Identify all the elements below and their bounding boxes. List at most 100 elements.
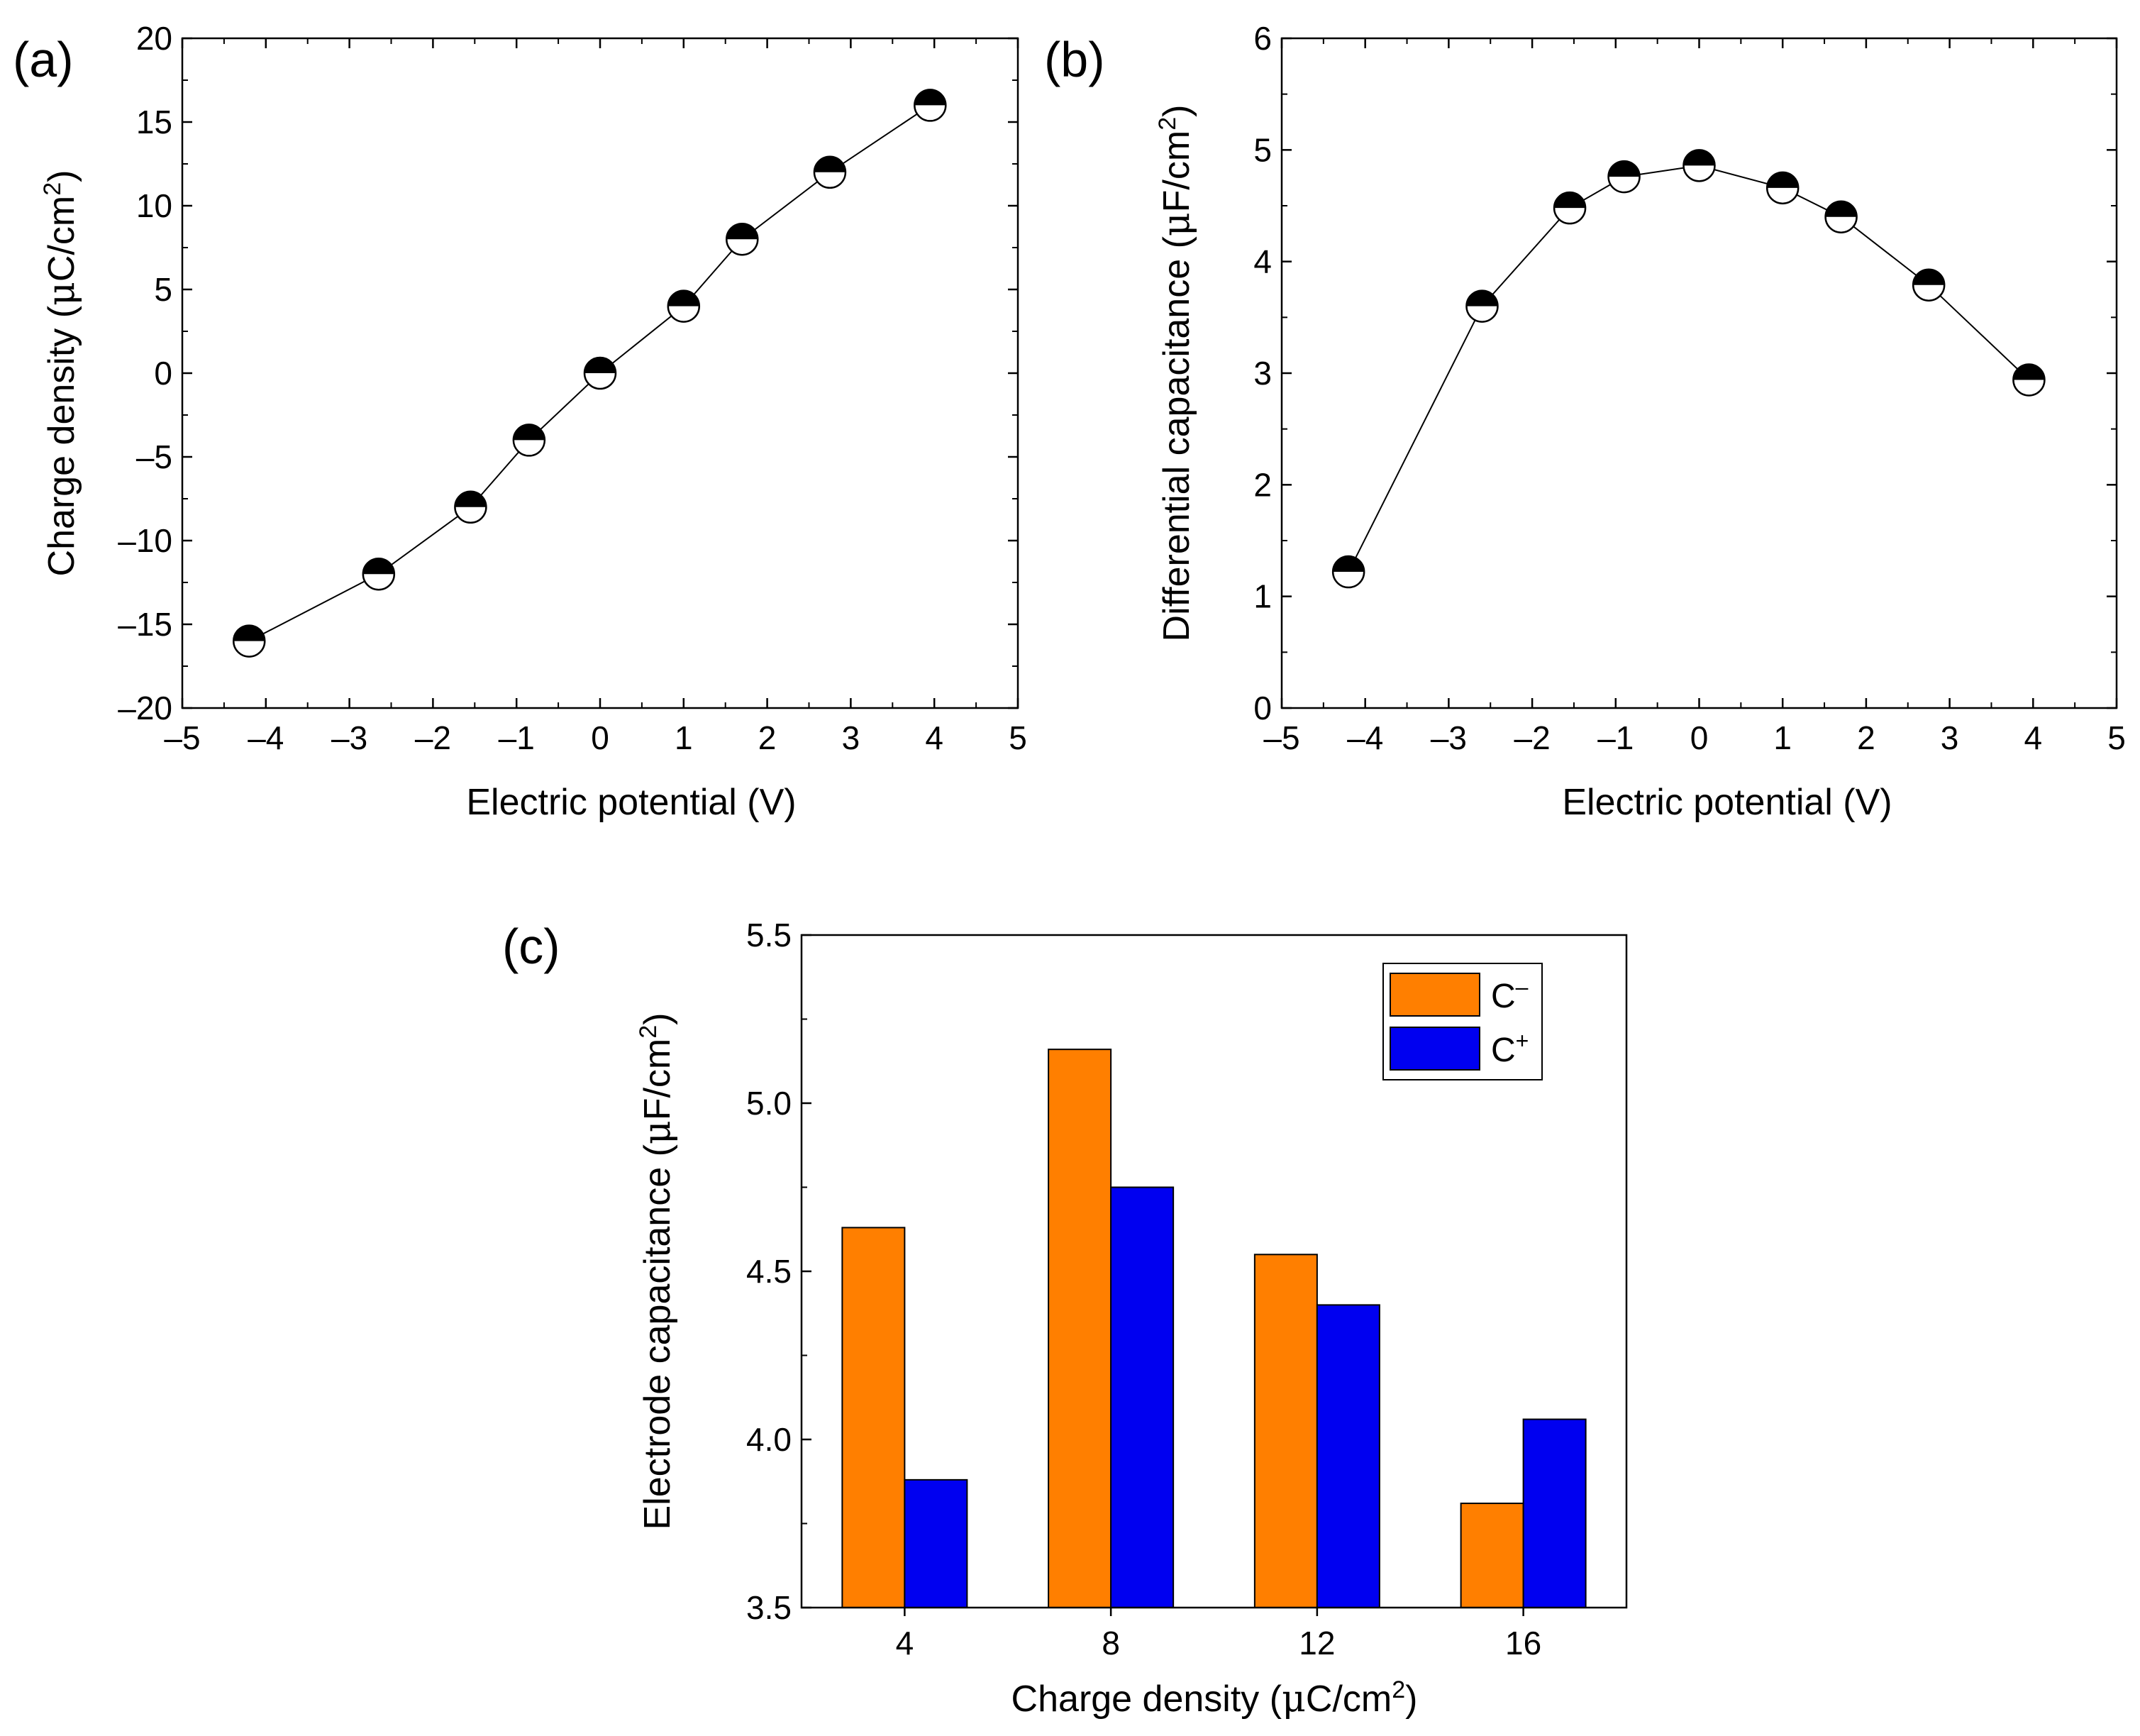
data-point-fill <box>914 89 946 106</box>
legend: C– C+ <box>1382 963 1543 1080</box>
y-tick-label: 5 <box>154 271 172 308</box>
panel-label-b: (b) <box>1044 32 1105 87</box>
data-point-fill <box>584 358 616 373</box>
x-tick-label: –4 <box>248 719 284 756</box>
data-point <box>1553 191 1587 225</box>
x-tick-label: 4 <box>2024 719 2043 756</box>
bar-c-plus-4 <box>904 1478 968 1608</box>
data-point-fill <box>513 424 545 441</box>
y-axis-title-c: Electrode capacitance (μF/cm2) <box>635 1013 679 1530</box>
data-point <box>232 624 266 658</box>
y-tick-label: 10 <box>136 187 172 224</box>
bar-c-minus-16 <box>1460 1503 1524 1609</box>
x-tick-label: –2 <box>415 719 451 756</box>
data-point <box>1465 289 1499 323</box>
y-tick-label: 3.5 <box>746 1589 792 1626</box>
x-tick-label: 2 <box>1857 719 1875 756</box>
y-tick-label: 5.0 <box>746 1085 792 1122</box>
data-point-fill <box>233 625 265 641</box>
x-tick-label: 5 <box>2107 719 2126 756</box>
y-tick-label: 4 <box>1253 243 1272 280</box>
data-point-fill <box>726 223 758 240</box>
legend-swatch-c-minus <box>1390 973 1480 1017</box>
bar-c-minus-8 <box>1048 1049 1112 1609</box>
x-tick-label: –2 <box>1514 719 1551 756</box>
data-point <box>362 557 396 591</box>
data-point-fill <box>1608 161 1640 177</box>
x-tick-label: 0 <box>1690 719 1709 756</box>
series-line <box>1348 165 2030 573</box>
y-tick-label: 3 <box>1253 355 1272 392</box>
data-point <box>512 424 546 457</box>
legend-label-c-minus: C– <box>1491 974 1529 1015</box>
data-point <box>1912 268 1946 302</box>
y-axis-title-a: Charge density (μC/cm2) <box>39 170 83 577</box>
bar-c-minus-12 <box>1253 1254 1318 1609</box>
x-tick-label: –1 <box>499 719 535 756</box>
y-tick-label: 5 <box>1253 131 1272 168</box>
x-axis-title-c: Charge density (μC/cm2) <box>1011 1676 1418 1720</box>
data-point <box>2012 363 2046 397</box>
data-point-fill <box>1554 192 1586 209</box>
y-tick-label: 4.5 <box>746 1253 792 1290</box>
y-tick-label: 20 <box>136 20 172 57</box>
legend-swatch-c-plus <box>1390 1027 1480 1071</box>
y-tick-label: 5.5 <box>746 917 792 953</box>
bar-c-plus-12 <box>1316 1304 1380 1609</box>
data-point-fill <box>1683 150 1715 166</box>
bar-c-plus-8 <box>1110 1186 1175 1608</box>
x-tick-label: –3 <box>1431 719 1467 756</box>
plot-frame-c <box>800 934 1628 1609</box>
data-point <box>1331 555 1365 589</box>
data-point-fill <box>814 156 846 172</box>
plot-frame-b <box>1280 37 2118 709</box>
y-tick-label: 0 <box>1253 690 1272 726</box>
data-point <box>726 222 759 256</box>
panel-label-c: (c) <box>502 919 560 974</box>
x-axis-title-a: Electric potential (V) <box>466 782 796 823</box>
data-point-fill <box>1767 172 1799 188</box>
x-tick-label: 16 <box>1505 1625 1541 1662</box>
data-point-fill <box>667 290 699 306</box>
x-tick-label: 3 <box>1941 719 1959 756</box>
x-tick-label: 1 <box>675 719 693 756</box>
data-point <box>454 490 487 524</box>
x-tick-label: 12 <box>1299 1625 1335 1662</box>
data-point <box>1682 149 1716 182</box>
x-tick-label: 1 <box>1773 719 1792 756</box>
y-tick-label: –15 <box>118 606 172 643</box>
x-tick-label: 5 <box>1009 719 1027 756</box>
y-tick-label: –5 <box>136 438 172 475</box>
x-tick-label: 4 <box>896 1625 914 1662</box>
x-tick-label: –4 <box>1347 719 1383 756</box>
data-point-fill <box>362 558 394 575</box>
y-axis-title-b: Differential capacitance (μF/cm2) <box>1154 105 1198 642</box>
x-tick-label: –3 <box>331 719 367 756</box>
panel-c-electrode-capacitance-bar-chart: (c) 3.5 4.0 4.5 5.0 5.5 4 8 12 16 Charge densit… <box>502 917 1628 1720</box>
data-point-fill <box>2013 364 2045 380</box>
x-tick-label: 3 <box>842 719 860 756</box>
y-tick-label: 15 <box>136 104 172 140</box>
data-point-fill <box>1466 290 1498 306</box>
x-tick-label: 8 <box>1102 1625 1120 1662</box>
plot-frame-a <box>181 37 1019 709</box>
legend-label-c-plus: C+ <box>1491 1028 1529 1069</box>
data-point <box>914 89 947 122</box>
x-tick-label: 2 <box>758 719 777 756</box>
y-tick-label: –20 <box>118 690 172 726</box>
panel-b-differential-capacitance-plot: (b) 0 1 2 3 4 5 6 –5 –4 –3 –2 –1 0 1 2 3 4 5 Electric po… <box>1044 20 2126 823</box>
x-tick-label: –5 <box>164 719 200 756</box>
x-tick-label: 4 <box>925 719 943 756</box>
y-tick-label: 4.0 <box>746 1421 792 1458</box>
x-tick-label: –5 <box>1263 719 1299 756</box>
data-point <box>1765 171 1800 205</box>
data-point <box>583 356 617 390</box>
data-point <box>1824 200 1858 233</box>
data-point-fill <box>1333 556 1365 573</box>
data-point-fill <box>1913 269 1945 285</box>
y-tick-label: 2 <box>1253 466 1272 503</box>
x-tick-label: 0 <box>591 719 609 756</box>
data-point-fill <box>455 491 487 507</box>
